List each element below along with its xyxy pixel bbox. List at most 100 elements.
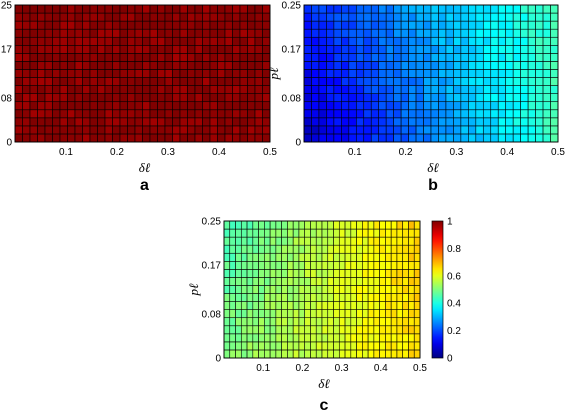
- heatmap-cell: [172, 133, 181, 143]
- heatmap-cell: [275, 293, 282, 302]
- heatmap-cell: [223, 285, 231, 294]
- heatmap-cell: [217, 125, 226, 135]
- heatmap-cell: [505, 125, 514, 135]
- panel-b-x-tick: 0.2: [399, 147, 413, 158]
- heatmap-cell: [430, 133, 439, 143]
- heatmap-cell: [209, 4, 218, 14]
- heatmap-cell: [252, 277, 259, 286]
- heatmap-cell: [232, 36, 241, 46]
- heatmap-cell: [344, 309, 352, 319]
- heatmap-cell: [527, 28, 536, 38]
- heatmap-cell: [127, 61, 136, 70]
- heatmap-cell: [275, 285, 282, 294]
- heatmap-cell: [247, 125, 256, 135]
- heatmap-cell: [326, 53, 335, 62]
- heatmap-cell: [232, 12, 241, 22]
- heatmap-cell: [127, 12, 136, 22]
- heatmap-cell: [164, 133, 173, 143]
- heatmap-cell: [134, 4, 143, 14]
- heatmap-cell: [232, 101, 241, 111]
- heatmap-cell: [311, 69, 320, 78]
- heatmap-cell: [164, 44, 173, 54]
- heatmap-cell: [453, 69, 462, 78]
- heatmap-cell: [264, 285, 271, 294]
- heatmap-cell: [385, 69, 394, 78]
- heatmap-cell: [29, 61, 38, 70]
- heatmap-cell: [468, 101, 477, 111]
- heatmap-cell: [223, 244, 231, 254]
- heatmap-cell: [239, 93, 248, 103]
- heatmap-cell: [127, 85, 136, 94]
- heatmap-cell: [74, 117, 83, 127]
- heatmap-cell: [370, 4, 380, 14]
- heatmap-cell: [393, 69, 402, 78]
- heatmap-cell: [44, 61, 53, 70]
- heatmap-cell: [104, 109, 113, 119]
- heatmap-cell: [423, 69, 432, 78]
- heatmap-cell: [44, 12, 53, 22]
- heatmap-cell: [134, 93, 143, 103]
- heatmap-cell: [321, 325, 329, 335]
- panel-b-heatmap: [303, 4, 559, 143]
- heatmap-cell: [327, 285, 334, 294]
- heatmap-cell: [223, 341, 231, 351]
- heatmap-cell: [333, 77, 342, 86]
- heatmap-cell: [275, 333, 282, 343]
- heatmap-cell: [445, 61, 454, 70]
- heatmap-cell: [520, 125, 529, 135]
- heatmap-cell: [264, 333, 271, 343]
- heatmap-cell: [348, 53, 357, 62]
- heatmap-cell: [304, 309, 311, 319]
- heatmap-cell: [89, 85, 98, 94]
- heatmap-cell: [22, 12, 31, 22]
- heatmap-cell: [468, 77, 477, 86]
- heatmap-cell: [97, 109, 106, 119]
- heatmap-cell: [550, 69, 559, 78]
- heatmap-cell: [29, 20, 38, 30]
- heatmap-cell: [520, 77, 529, 86]
- heatmap-cell: [14, 69, 23, 78]
- heatmap-cell: [460, 12, 469, 22]
- heatmap-cell: [275, 349, 282, 359]
- heatmap-cell: [550, 109, 559, 119]
- heatmap-cell: [14, 36, 23, 46]
- heatmap-cell: [224, 28, 233, 38]
- heatmap-cell: [379, 285, 386, 294]
- heatmap-cell: [430, 44, 439, 54]
- heatmap-cell: [311, 85, 320, 94]
- heatmap-cell: [254, 125, 263, 135]
- heatmap-cell: [460, 36, 469, 46]
- colorbar: 0 0.2 0.4 0.6 0.8 1: [431, 217, 461, 365]
- heatmap-cell: [223, 277, 231, 286]
- heatmap-cell: [224, 4, 233, 14]
- heatmap-cell: [264, 325, 271, 335]
- heatmap-cell: [453, 4, 462, 14]
- heatmap-cell: [134, 36, 143, 46]
- heatmap-cell: [44, 125, 53, 135]
- heatmap-cell: [315, 341, 323, 351]
- heatmap-cell: [310, 285, 317, 294]
- heatmap-cell: [194, 36, 203, 46]
- heatmap-cell: [363, 4, 372, 14]
- heatmap-cell: [344, 252, 352, 262]
- heatmap-cell: [390, 349, 398, 359]
- heatmap-cell: [239, 77, 248, 86]
- heatmap-cell: [187, 36, 196, 46]
- heatmap-cell: [29, 109, 38, 119]
- heatmap-cell: [438, 133, 447, 143]
- heatmap-cell: [74, 133, 83, 143]
- heatmap-cell: [542, 44, 551, 54]
- heatmap-cell: [327, 236, 334, 246]
- heatmap-cell: [315, 244, 323, 254]
- heatmap-cell: [67, 85, 76, 94]
- heatmap-cell: [344, 293, 352, 302]
- heatmap-cell: [527, 117, 536, 127]
- heatmap-cell: [408, 20, 417, 30]
- heatmap-cell: [172, 101, 181, 111]
- heatmap-cell: [97, 133, 106, 143]
- heatmap-cell: [460, 28, 469, 38]
- heatmap-cell: [535, 61, 544, 70]
- heatmap-cell: [310, 236, 317, 246]
- heatmap-cell: [298, 301, 306, 310]
- heatmap-cell: [333, 285, 340, 294]
